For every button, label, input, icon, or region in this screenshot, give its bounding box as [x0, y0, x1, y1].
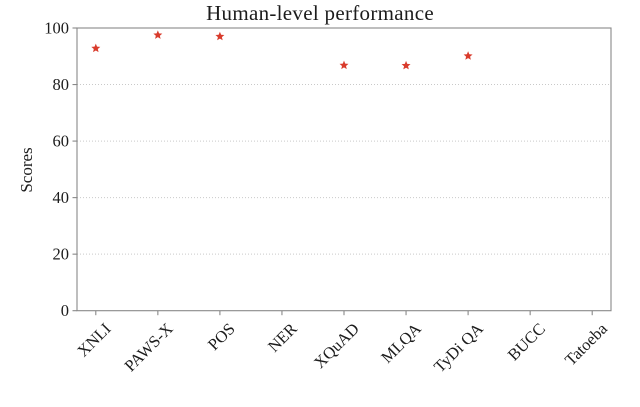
y-tick-label: 80	[53, 75, 70, 94]
x-tick-label: Tatoeba	[561, 319, 612, 370]
x-tick-label: POS	[204, 319, 239, 354]
data-point-star	[153, 30, 163, 39]
y-tick-label: 0	[61, 301, 69, 320]
data-point-star	[401, 60, 411, 70]
data-point-star	[339, 60, 349, 70]
data-point-star	[463, 51, 473, 60]
y-tick-label: 100	[44, 19, 69, 38]
x-tick-label: XQuAD	[310, 319, 363, 372]
y-tick-label: 40	[53, 188, 70, 207]
x-tick-label: TyDi QA	[430, 319, 487, 376]
y-tick-label: 20	[53, 245, 70, 264]
y-tick-label: 60	[53, 132, 70, 151]
data-point-star	[215, 31, 225, 41]
x-tick-label: BUCC	[504, 319, 549, 364]
plot-frame	[76, 27, 612, 312]
x-tick-label: MLQA	[377, 319, 425, 367]
x-tick-label: PAWS-X	[121, 319, 177, 375]
chart-title: Human-level performance	[206, 1, 434, 25]
x-tick-label: XNLI	[73, 319, 114, 360]
data-point-star	[91, 43, 101, 53]
x-tick-label: NER	[264, 319, 301, 356]
